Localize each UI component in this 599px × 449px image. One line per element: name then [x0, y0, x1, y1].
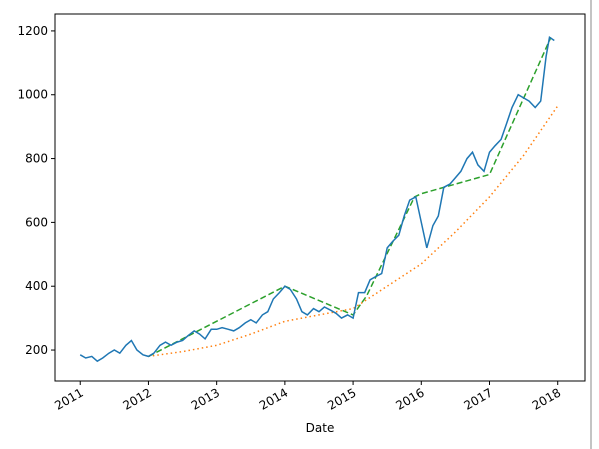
x-tick-label: 2012: [120, 385, 153, 412]
y-tick-label: 600: [25, 215, 48, 229]
series-line: [148, 105, 559, 358]
x-tick-label: 2018: [530, 385, 563, 412]
x-axis-label: Date: [306, 421, 335, 435]
y-tick-label: 1200: [17, 24, 48, 38]
x-tick-label: 2015: [325, 385, 358, 412]
x-tick-label: 2017: [462, 385, 495, 412]
series-line: [148, 36, 552, 358]
y-tick-label: 200: [25, 343, 48, 357]
x-tick-label: 2016: [393, 385, 426, 412]
x-tick-label: 2014: [257, 385, 290, 412]
x-tick-label: 2011: [52, 385, 85, 412]
x-tick-label: 2013: [189, 385, 222, 412]
y-tick-label: 400: [25, 279, 48, 293]
y-tick-label: 1000: [17, 88, 48, 102]
y-tick-label: 800: [25, 152, 48, 166]
plot-frame: [54, 13, 586, 382]
series-line: [79, 36, 555, 363]
